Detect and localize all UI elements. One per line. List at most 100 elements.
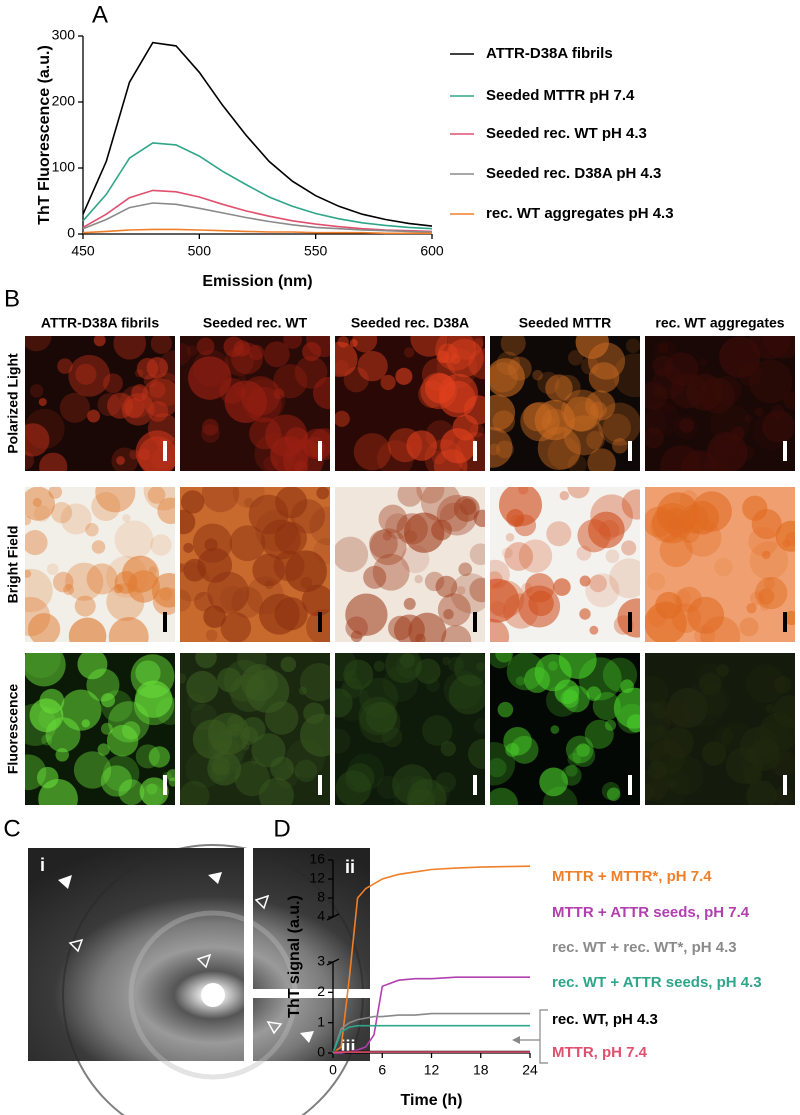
micrograph-texture <box>567 454 587 471</box>
micrograph-texture <box>335 536 369 573</box>
micrograph-texture <box>501 547 513 559</box>
micrograph-texture <box>606 787 621 801</box>
micrograph-texture <box>205 629 218 642</box>
micrograph-texture <box>545 415 556 426</box>
micrograph-texture <box>749 336 791 360</box>
micrograph-texture <box>146 357 169 379</box>
micrograph-texture <box>575 336 609 359</box>
micrograph-texture <box>762 410 795 443</box>
scale-bar <box>473 775 477 795</box>
micrograph-texture <box>671 603 702 633</box>
micrograph-texture <box>392 764 433 805</box>
y-tick-label: 100 <box>52 159 76 175</box>
micrograph-texture <box>274 764 299 789</box>
micrograph-texture <box>490 618 510 642</box>
micrograph-content <box>335 487 485 642</box>
micrograph-texture <box>422 715 453 746</box>
micrograph-texture <box>761 550 771 560</box>
micrograph-texture <box>51 502 73 524</box>
micrograph-texture <box>667 687 708 728</box>
micrograph-texture <box>586 686 602 702</box>
micrograph-texture <box>65 562 104 601</box>
micrograph-texture <box>385 653 422 684</box>
micrograph-texture <box>263 341 290 368</box>
micrograph-texture <box>193 591 214 612</box>
micrograph-texture <box>358 696 398 736</box>
micrograph-texture <box>700 616 741 642</box>
micrograph-texture <box>168 777 175 787</box>
micrograph-texture <box>197 547 233 583</box>
micrograph-texture <box>150 534 172 556</box>
micrograph-texture <box>372 553 410 591</box>
micrograph-texture <box>224 346 254 376</box>
micrograph-texture <box>335 410 350 427</box>
micrograph-texture <box>592 692 621 721</box>
micrograph-texture <box>667 779 678 789</box>
micrograph-texture <box>748 359 793 404</box>
micrograph-texture <box>750 591 765 606</box>
micrograph-texture <box>620 679 634 694</box>
micrograph-texture <box>299 713 330 757</box>
micrograph-texture <box>180 589 192 612</box>
micrograph-texture <box>294 356 328 389</box>
micrograph-texture <box>545 374 573 402</box>
beam-stop <box>201 983 225 1007</box>
micrograph-texture <box>100 765 133 797</box>
micrograph-texture <box>490 394 516 431</box>
micrograph-texture <box>518 487 529 495</box>
micrograph-texture <box>108 617 149 642</box>
micrograph-texture <box>335 341 358 377</box>
arrowhead <box>208 872 222 884</box>
micrograph-texture <box>435 575 458 598</box>
panel-label: D <box>273 815 290 842</box>
micrograph-texture <box>180 342 192 365</box>
micrograph-texture <box>546 521 572 547</box>
micrograph-content <box>25 487 175 642</box>
micrograph-texture <box>369 528 407 566</box>
micrograph-texture <box>602 413 632 442</box>
micrograph-texture <box>749 541 789 580</box>
micrograph-texture <box>490 362 518 393</box>
micrograph-texture <box>397 487 423 507</box>
micrograph-texture <box>547 436 581 470</box>
micrograph-content <box>180 653 330 805</box>
micrograph-texture <box>151 572 175 608</box>
micrograph-texture <box>25 568 53 613</box>
micrograph-texture <box>645 675 669 710</box>
micrograph-texture <box>783 391 795 410</box>
legend-label: MTTR + ATTR seeds, pH 7.4 <box>552 904 750 921</box>
micrograph-texture <box>29 384 44 398</box>
micrograph-texture <box>223 336 244 357</box>
micrograph-texture <box>68 617 107 642</box>
micrograph-texture <box>645 701 671 743</box>
micrograph-texture <box>237 374 247 383</box>
micrograph-texture <box>106 724 139 757</box>
scale-bar <box>783 775 787 795</box>
micrograph-texture <box>476 662 485 671</box>
micrograph-texture <box>403 347 415 358</box>
panel-label: B <box>4 285 20 312</box>
micrograph-texture <box>450 353 461 365</box>
micrograph-texture <box>366 701 397 733</box>
x-tick-label: 450 <box>71 243 95 259</box>
micrograph-texture <box>589 625 599 635</box>
micrograph-texture <box>301 428 330 460</box>
micrograph-texture <box>369 529 398 559</box>
micrograph-texture <box>647 760 667 780</box>
micrograph-texture <box>514 514 537 537</box>
micrograph-texture <box>353 433 392 471</box>
micrograph-texture <box>565 735 594 764</box>
micrograph-texture <box>532 369 543 381</box>
micrograph-texture <box>447 336 484 360</box>
micrograph-texture <box>773 786 794 805</box>
micrograph-texture <box>716 663 729 677</box>
micrograph-texture <box>567 350 584 366</box>
micrograph-texture <box>518 539 553 573</box>
micrograph-texture <box>694 625 716 642</box>
micrograph-texture <box>739 617 759 637</box>
micrograph-texture <box>576 743 590 757</box>
micrograph-texture <box>490 742 516 786</box>
quadrant-divider <box>244 848 253 1061</box>
micrograph-texture <box>490 426 513 468</box>
micrograph-texture <box>490 580 525 618</box>
